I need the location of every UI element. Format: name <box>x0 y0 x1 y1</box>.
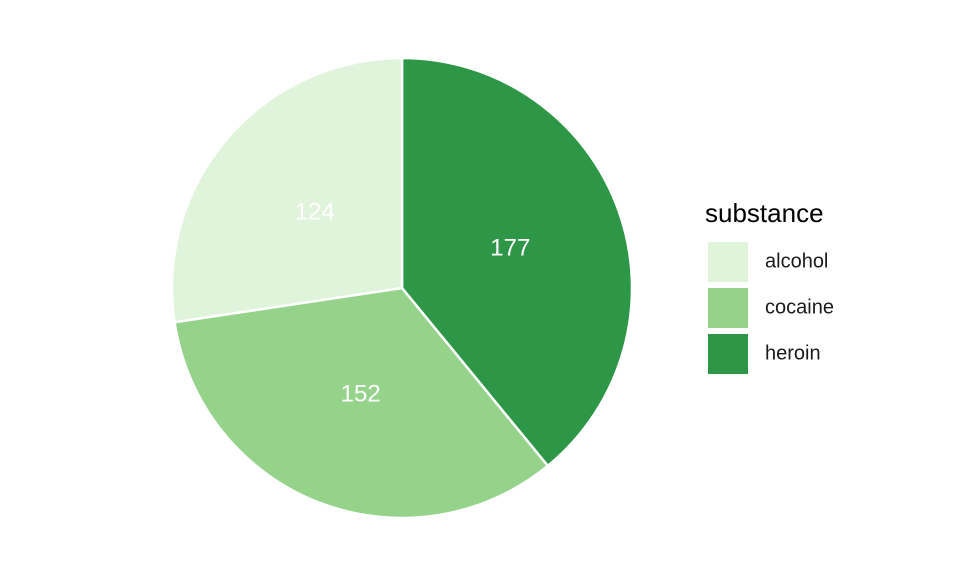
pie-slice-heroin <box>400 56 634 468</box>
data-label-cocaine: 152 <box>341 381 381 408</box>
pie-slices <box>170 56 634 520</box>
legend: substance alcohol cocaine heroin <box>705 198 834 374</box>
pie-slice-alcohol <box>170 56 404 324</box>
legend-label-cocaine: cocaine <box>765 296 834 318</box>
legend-label-alcohol: alcohol <box>765 250 828 272</box>
legend-label-heroin: heroin <box>765 342 821 364</box>
legend-swatch-cocaine <box>708 288 748 328</box>
legend-swatch-heroin <box>708 334 748 374</box>
legend-title: substance <box>705 198 824 228</box>
legend-swatch-alcohol <box>708 242 748 282</box>
legend-items: alcohol cocaine heroin <box>708 242 834 374</box>
pie-slice-cocaine <box>173 286 550 520</box>
data-label-heroin: 177 <box>490 235 530 262</box>
data-label-alcohol: 124 <box>295 198 335 225</box>
pie-data-labels: 177 152 124 <box>295 198 530 407</box>
